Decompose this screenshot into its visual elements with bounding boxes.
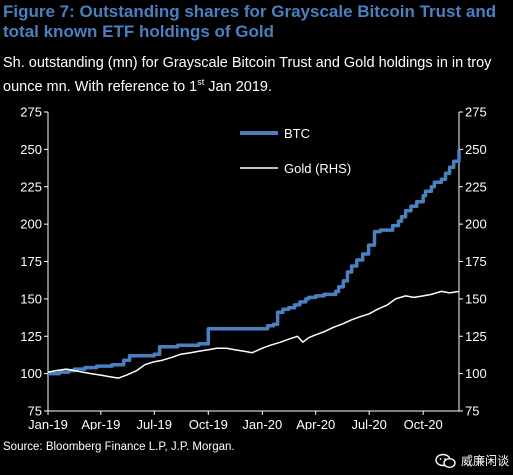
y-right-tick-label: 225 (465, 179, 487, 194)
axes: 75 100 125 150 175 200 225 250 275 75 100 125 150 175… (20, 105, 486, 431)
y-left-tick-label: 125 (20, 329, 42, 344)
subtitle-end: Jan 2019. (204, 78, 272, 95)
series-line-btc (48, 149, 461, 376)
y-left-tick-label: 150 (20, 291, 42, 306)
y-left-tick-label: 175 (20, 254, 42, 269)
y-left-tick-label: 75 (28, 404, 42, 419)
x-tick-label: Oct-20 (404, 417, 443, 430)
subtitle-superscript: st (197, 77, 205, 87)
x-tick-label: Jan-19 (28, 417, 68, 430)
source-note: Source: Bloomberg Finance L.P, J.P. Morg… (3, 441, 235, 453)
legend: BTC Gold (RHS) (240, 126, 351, 176)
figure-subtitle: Sh. outstanding (mn) for Grayscale Bitco… (3, 54, 508, 97)
y-right-tick-label: 150 (465, 291, 487, 306)
wechat-icon (435, 453, 457, 469)
y-right-tick-label: 100 (465, 366, 487, 381)
y-right-tick-label: 275 (465, 105, 487, 120)
subtitle-main: Sh. outstanding (mn) for Grayscale Bitco… (3, 55, 492, 95)
y-left-tick-label: 275 (20, 105, 42, 120)
x-tick-label: Jul-20 (351, 417, 386, 430)
x-tick-label: Jan-20 (242, 417, 282, 430)
line-chart: 75 100 125 150 175 200 225 250 275 75 100 125 150 175… (20, 105, 486, 431)
y-left-tick-label: 200 (20, 217, 42, 232)
watermark-text: 威廉闲谈 (460, 454, 509, 468)
legend-label-btc: BTC (284, 126, 310, 141)
series-layer (47, 149, 461, 379)
y-right-tick-label: 125 (465, 329, 487, 344)
y-left-tick-label: 100 (20, 366, 42, 381)
x-tick-label: Oct-19 (189, 417, 228, 430)
x-tick-label: Apr-19 (81, 417, 120, 430)
y-right-tick-label: 200 (465, 217, 487, 232)
figure-title: Figure 7: Outstanding shares for Graysca… (3, 2, 497, 41)
watermark: 威廉闲谈 (435, 452, 509, 469)
y-right-tick-label: 175 (465, 254, 487, 269)
series-line-gold (47, 290, 460, 379)
y-right-tick-label: 250 (465, 142, 487, 157)
y-left-tick-label: 250 (20, 142, 42, 157)
y-left-tick-label: 225 (20, 179, 42, 194)
y-right-tick-label: 75 (465, 404, 479, 419)
x-tick-label: Jul-19 (137, 417, 172, 430)
legend-label-gold: Gold (RHS) (284, 161, 351, 176)
x-tick-label: Apr-20 (296, 417, 335, 430)
